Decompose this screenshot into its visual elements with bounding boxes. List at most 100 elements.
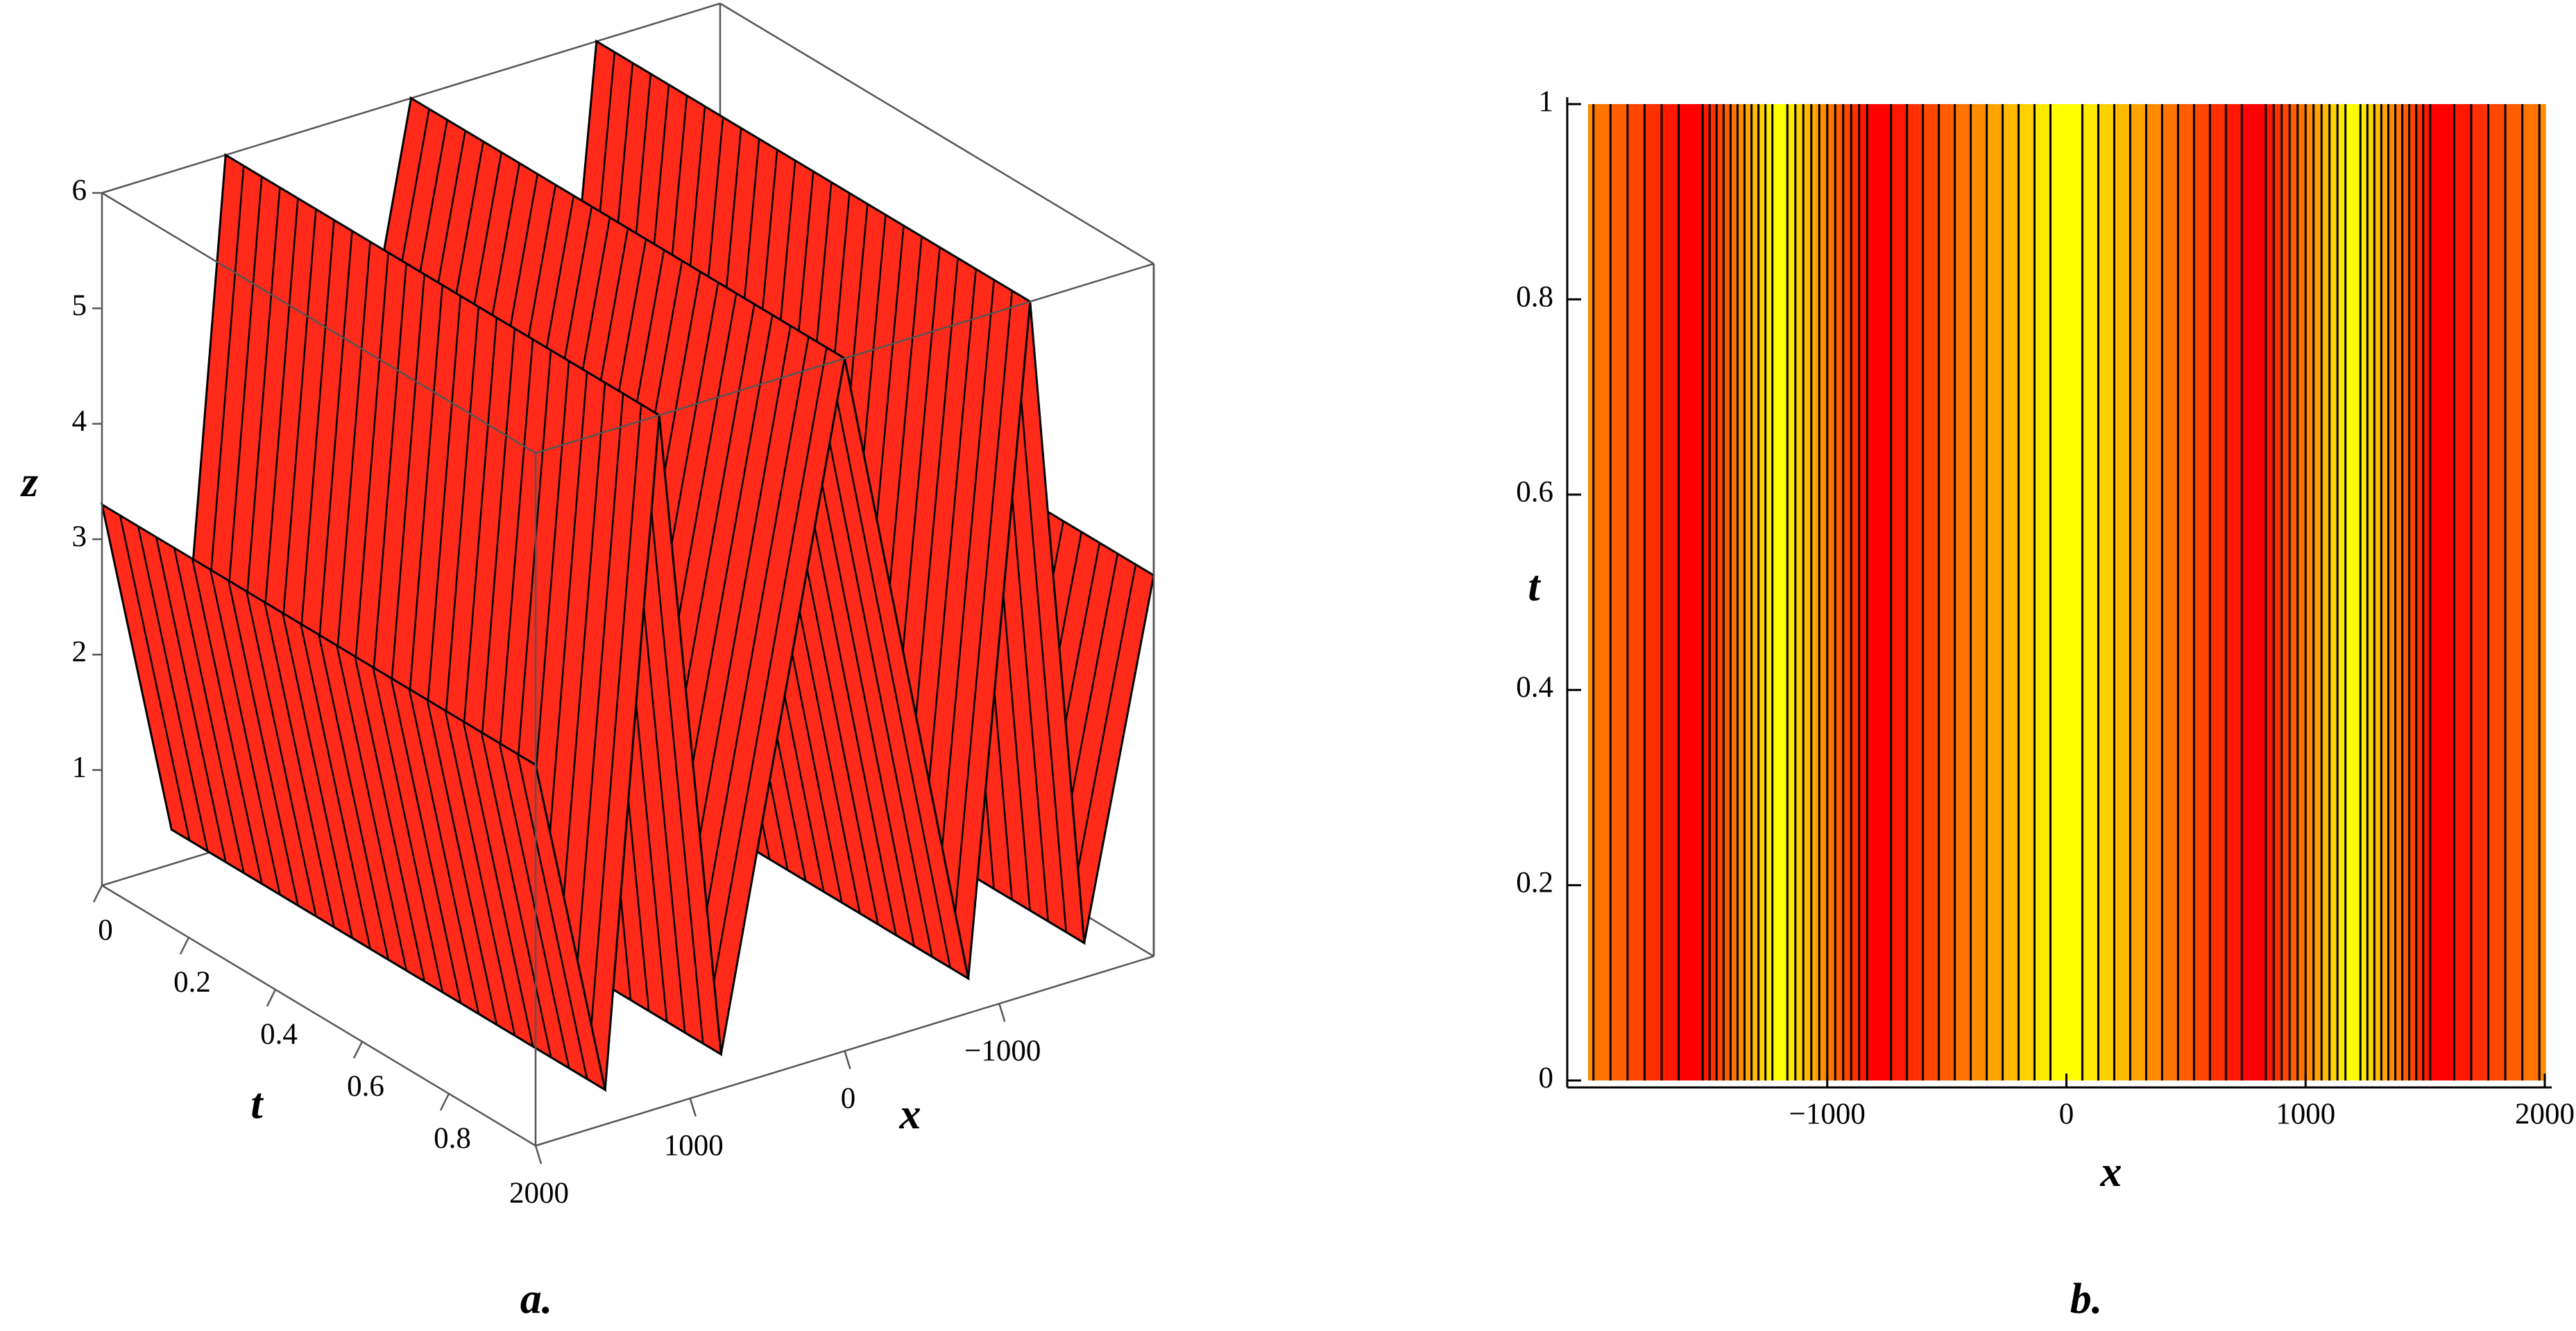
contour-fill — [1875, 104, 1878, 1080]
contour-fill — [1857, 104, 1859, 1080]
contour-fill — [2108, 104, 2111, 1080]
contour-fill — [2127, 104, 2130, 1080]
contour-fill — [2138, 104, 2140, 1080]
contour-fill — [1738, 104, 1741, 1080]
contour-fill — [2173, 104, 2176, 1080]
contour-fill — [1705, 104, 1707, 1080]
contour-fill — [2319, 104, 2321, 1080]
contour-fill — [1900, 104, 1903, 1080]
t-tick — [92, 885, 103, 903]
contour-fill — [1917, 104, 1920, 1080]
contour-fill — [2250, 104, 2253, 1080]
contour-fill — [1601, 104, 1603, 1080]
contour-fill — [2254, 104, 2257, 1080]
contour-fill — [2277, 104, 2280, 1080]
contour-fill — [2356, 104, 2359, 1080]
contour-fill — [1832, 104, 1834, 1080]
contour-fill — [1665, 104, 1668, 1080]
contour-fill — [2171, 104, 2174, 1080]
y-tick-label: 0.8 — [1516, 280, 1553, 313]
contour-fill — [1617, 104, 1620, 1080]
contour-fill — [1886, 104, 1888, 1080]
x-tick-label: 1000 — [664, 1130, 724, 1162]
contour-fill — [1707, 104, 1709, 1080]
contour-fill — [2450, 104, 2453, 1080]
contour-fill — [1882, 104, 1884, 1080]
contour-fill — [1655, 104, 1657, 1080]
contour-fill — [1990, 104, 1993, 1080]
contour-fill — [2023, 104, 2026, 1080]
contour-fill — [2163, 104, 2165, 1080]
contour-fill — [2302, 104, 2305, 1080]
contour-fill — [2410, 104, 2413, 1080]
contour-fill — [2104, 104, 2107, 1080]
contour-fill — [2279, 104, 2282, 1080]
contour-fill — [2502, 104, 2505, 1080]
contour-fill — [2031, 104, 2034, 1080]
contour-fill — [2323, 104, 2326, 1080]
contour-fill — [2029, 104, 2032, 1080]
contour-fill — [1790, 104, 1793, 1080]
contour-fill — [2183, 104, 2186, 1080]
contour-fill — [2025, 104, 2028, 1080]
contour-fill — [1829, 104, 1832, 1080]
contour-fill — [2327, 104, 2330, 1080]
contour-fill — [2416, 104, 2419, 1080]
t-tick — [352, 1041, 364, 1059]
caption: a. — [520, 1275, 553, 1323]
contour-fill — [1603, 104, 1605, 1080]
x-tick — [534, 1145, 543, 1164]
contour-fill — [2233, 104, 2236, 1080]
contour-fill — [2452, 104, 2455, 1080]
contour-fill — [1628, 104, 1630, 1080]
contour-fill — [1680, 104, 1682, 1080]
y-tick-label: 0.2 — [1516, 866, 1553, 899]
x-tick-label: 1000 — [2276, 1098, 2335, 1130]
contour-fill — [1632, 104, 1635, 1080]
contour-fill — [1844, 104, 1847, 1080]
contour-fill — [2085, 104, 2088, 1080]
contour-fill — [2056, 104, 2059, 1080]
t-tick — [439, 1093, 450, 1111]
contour-fill — [1946, 104, 1949, 1080]
contour-fill — [1646, 104, 1649, 1080]
contour-fill — [1827, 104, 1830, 1080]
contour-fill — [1915, 104, 1918, 1080]
contour-fill — [1813, 104, 1816, 1080]
contour-fill — [1988, 104, 1990, 1080]
contour-fill — [2398, 104, 2400, 1080]
contour-fill — [1798, 104, 1801, 1080]
contour-fill — [1782, 104, 1784, 1080]
contour-fill — [2285, 104, 2288, 1080]
contour-fill — [2058, 104, 2061, 1080]
contour-fill — [1613, 104, 1616, 1080]
contour-fill — [1805, 104, 1807, 1080]
contour-fill — [2154, 104, 2157, 1080]
contour-fill — [2362, 104, 2365, 1080]
contour-fill — [1836, 104, 1839, 1080]
contour-fill — [2071, 104, 2074, 1080]
contour-fill — [1663, 104, 1666, 1080]
contour-fill — [2294, 104, 2296, 1080]
contour-fill — [2310, 104, 2313, 1080]
contour-fill — [2223, 104, 2226, 1080]
contour-fill — [1967, 104, 1970, 1080]
contour-fill — [2271, 104, 2274, 1080]
contour-fill — [1940, 104, 1943, 1080]
contour-fill — [2090, 104, 2092, 1080]
contour-fill — [1619, 104, 1622, 1080]
contour-fill — [2448, 104, 2450, 1080]
contour-fill — [2498, 104, 2500, 1080]
contour-fill — [1909, 104, 1911, 1080]
contour-fill — [2529, 104, 2532, 1080]
contour-fill — [2227, 104, 2230, 1080]
z-tick-label: 6 — [72, 174, 87, 207]
contour-fill — [1800, 104, 1803, 1080]
y-tick-label: 1 — [1539, 85, 1554, 118]
contour-fill — [1888, 104, 1891, 1080]
contour-fill — [2508, 104, 2511, 1080]
contour-fill — [2325, 104, 2328, 1080]
contour-fill — [1659, 104, 1662, 1080]
z-tick-label: 2 — [72, 636, 87, 668]
